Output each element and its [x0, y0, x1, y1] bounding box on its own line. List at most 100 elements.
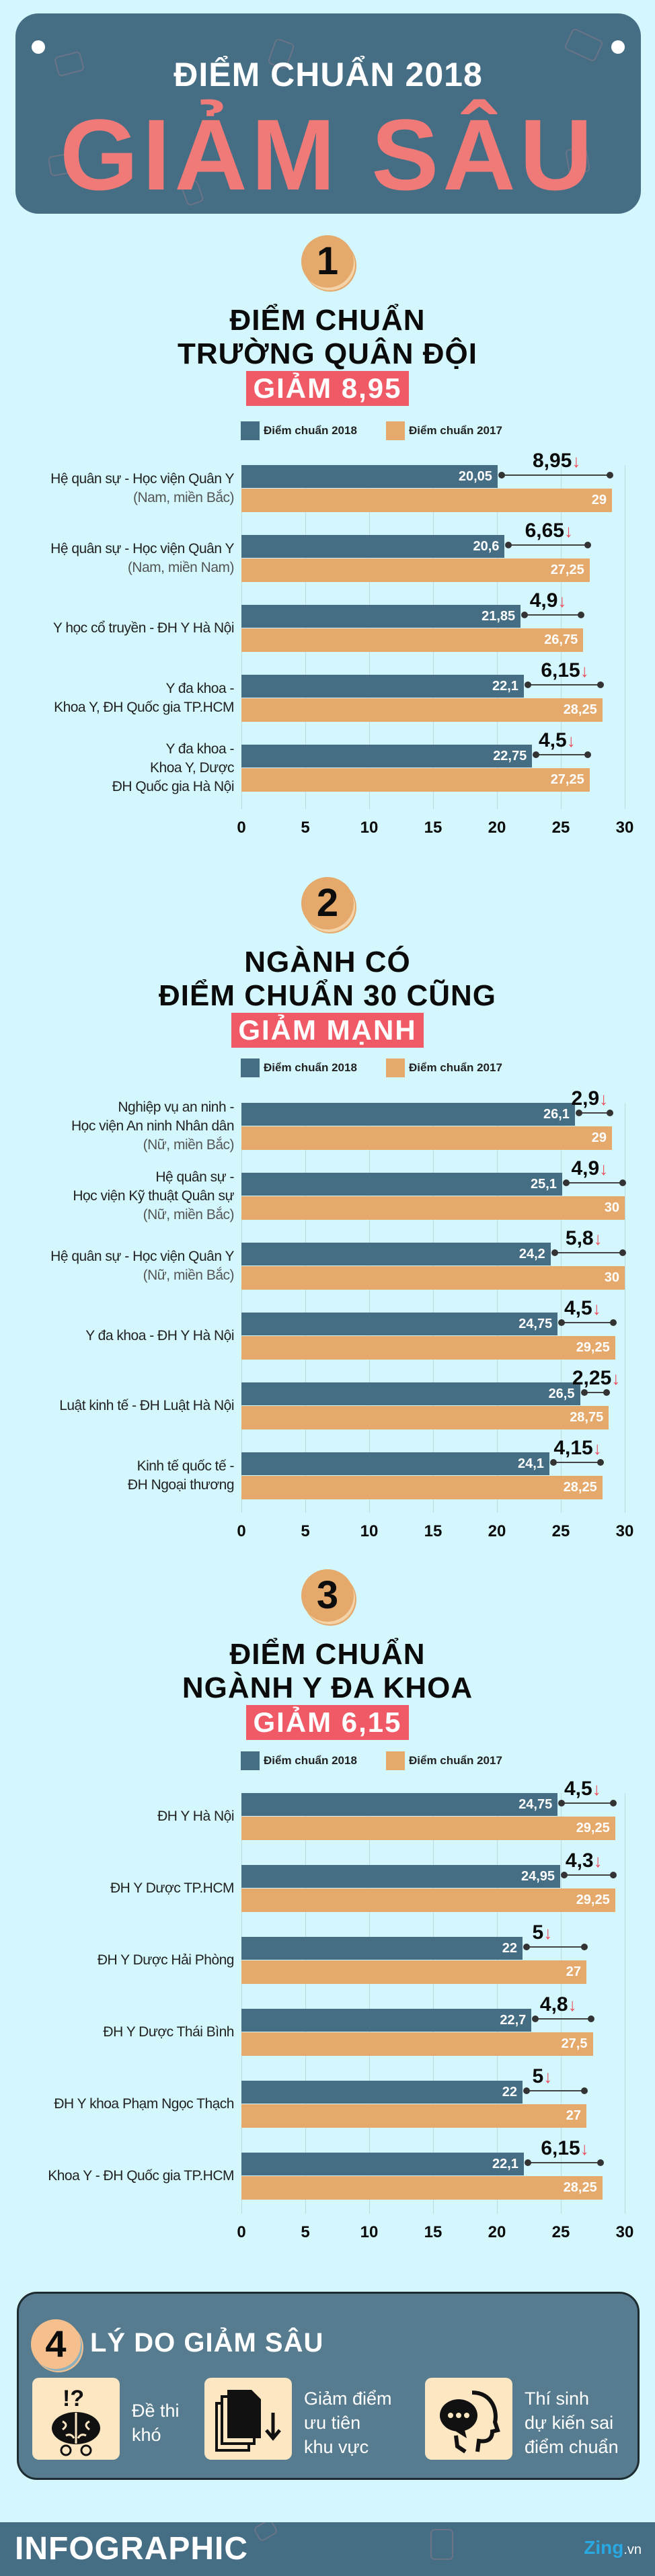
legend-label-2017: Điểm chuẩn 2017: [409, 1754, 502, 1767]
row-label: Y đa khoa - Khoa Y, ĐH Quốc gia TP.HCM: [54, 681, 234, 715]
difference-value: 5↓: [532, 1921, 553, 1944]
bar-2018: 20,6: [241, 535, 505, 558]
title-banner: ĐIỂM CHUẨN 2018 GIẢM SÂU: [15, 13, 641, 214]
legend-swatch-2017: [386, 1058, 405, 1077]
banner-title: GIẢM SÂU: [60, 98, 596, 211]
bar-2018: 25,1: [241, 1173, 562, 1196]
brain-question-icon: !?: [32, 2378, 120, 2460]
difference-dot-start: [533, 751, 540, 758]
section-badge-wrap: GIẢM 8,95: [0, 371, 655, 406]
difference-dot-start: [561, 1872, 568, 1878]
axis-tick: 5: [301, 819, 310, 837]
documents-down-icon: [204, 2378, 292, 2460]
difference-dot-end: [596, 2159, 604, 2166]
row-label: Nghiệp vụ an ninh - Học viện An ninh Nhân…: [71, 1098, 235, 1155]
decrease-badge: GIẢM 6,15: [246, 1705, 409, 1740]
reason-2-text: Giảm điểm ưu tiên khu vực: [304, 2388, 392, 2457]
zing-logo[interactable]: Zing.vn: [584, 2537, 642, 2558]
down-arrow-icon: ↓: [557, 591, 567, 611]
axis-tick: 15: [424, 2223, 442, 2241]
down-arrow-icon: ↓: [568, 1995, 577, 2015]
down-arrow-icon: ↓: [580, 2138, 589, 2159]
axis-tick: 30: [615, 819, 634, 837]
bar-2018: 22,1: [241, 2153, 524, 2175]
bar-2017: 28,25: [241, 1476, 603, 1499]
axis-tick: 20: [488, 819, 506, 837]
legend-swatch-2017: [386, 421, 405, 440]
bar-2018: 24,75: [241, 1793, 558, 1816]
row-note: (Nam, miền Bắc): [132, 490, 235, 505]
gridline: [369, 1793, 370, 2214]
difference-line: [526, 1946, 584, 1948]
difference-value: 8,95↓: [532, 450, 581, 472]
legend-label-2018: Điểm chuẩn 2018: [264, 1061, 357, 1074]
bar-2017: 27: [241, 2104, 586, 2128]
difference-dot-end: [584, 542, 591, 548]
axis-tick: 10: [360, 1522, 379, 1540]
gridline: [561, 1793, 562, 2214]
difference-dot-start: [524, 681, 531, 688]
axis-tick: 20: [488, 2223, 506, 2241]
doodle-laptop-icon: [430, 2529, 453, 2560]
difference-line: [526, 2090, 584, 2091]
row-label: Y đa khoa - Khoa Y, Dược ĐH Quốc gia Hà Nộ…: [112, 741, 235, 794]
axis-tick: 30: [615, 2223, 634, 2241]
legend-label-2018: Điểm chuẩn 2018: [264, 1754, 357, 1767]
row-note: (Nữ, miền Bắc): [143, 1207, 235, 1222]
difference-line: [527, 684, 601, 685]
row-label: Khoa Y - ĐH Quốc gia TP.HCM: [48, 2168, 234, 2184]
difference-value: 4,5↓: [564, 1778, 601, 1800]
down-arrow-icon: ↓: [611, 1368, 621, 1388]
legend-label-2017: Điểm chuẩn 2017: [409, 424, 502, 437]
bar-2017: 26,75: [241, 628, 584, 652]
difference-dot-start: [524, 2159, 531, 2166]
difference-dot-start: [498, 472, 505, 479]
down-arrow-icon: ↓: [592, 1438, 602, 1458]
axis-tick: 25: [551, 2223, 570, 2241]
bar-2017: 29: [241, 489, 612, 512]
row-label: ĐH Y Dược TP.HCM: [110, 1880, 234, 1896]
axis-tick: 10: [360, 2223, 379, 2241]
down-arrow-icon: ↓: [543, 2067, 553, 2087]
gridline: [241, 1103, 242, 1513]
row-label: Kinh tế quốc tế - ĐH Ngoại thương: [127, 1458, 235, 1493]
bar-2017: 29,25: [241, 1336, 615, 1360]
section-title-line1: ĐIỂM CHUẨN: [229, 304, 426, 337]
difference-dot-start: [505, 542, 512, 548]
section-title-line2: ĐIỂM CHUẨN 30 CŨNG: [158, 979, 497, 1012]
axis-tick: 5: [301, 2223, 310, 2241]
bar-2017: 27: [241, 1960, 586, 1984]
banner-subtitle: ĐIỂM CHUẨN 2018: [174, 56, 483, 93]
banner-pin-right: [611, 40, 625, 54]
bar-2018: 24,95: [241, 1865, 561, 1888]
difference-dot-end: [578, 612, 585, 618]
svg-text:!?: !?: [63, 2386, 84, 2411]
row-label: Y học cổ truyền - ĐH Y Hà Nội: [52, 620, 235, 636]
difference-dot-end: [581, 1944, 588, 1950]
row-label: Luật kinh tế - ĐH Luật Hà Nội: [59, 1398, 234, 1413]
legend-swatch-2018: [241, 1751, 260, 1770]
difference-value: 4,5↓: [564, 1297, 601, 1319]
difference-value: 4,8↓: [539, 1993, 577, 2016]
section-number-badge: 1: [301, 235, 354, 288]
bar-2017: 30: [241, 1266, 625, 1290]
difference-dot-start: [532, 2016, 539, 2022]
bar-2017: 28,75: [241, 1406, 609, 1429]
axis-tick: 25: [551, 819, 570, 837]
difference-line: [500, 474, 610, 476]
legend-swatch-2018: [241, 421, 260, 440]
row-label: Hệ quân sự - Học viện Kỹ thuật Quân sự (Nữ…: [73, 1168, 234, 1224]
down-arrow-icon: ↓: [593, 1229, 603, 1249]
section-title-line2: NGÀNH Y ĐA KHOA: [182, 1671, 473, 1704]
legend-swatch-2017: [386, 1751, 405, 1770]
difference-dot-start: [562, 1179, 570, 1186]
axis-tick: 10: [360, 819, 379, 837]
section-badge-wrap: GIẢM MẠNH: [0, 1013, 655, 1048]
difference-dot-start: [575, 1110, 582, 1116]
difference-line: [578, 1112, 610, 1114]
bar-2018: 24,1: [241, 1452, 549, 1475]
down-arrow-icon: ↓: [564, 521, 573, 541]
bar-2018: 24,75: [241, 1313, 558, 1335]
difference-dot-end: [581, 2087, 588, 2094]
difference-dot-end: [619, 1249, 626, 1256]
